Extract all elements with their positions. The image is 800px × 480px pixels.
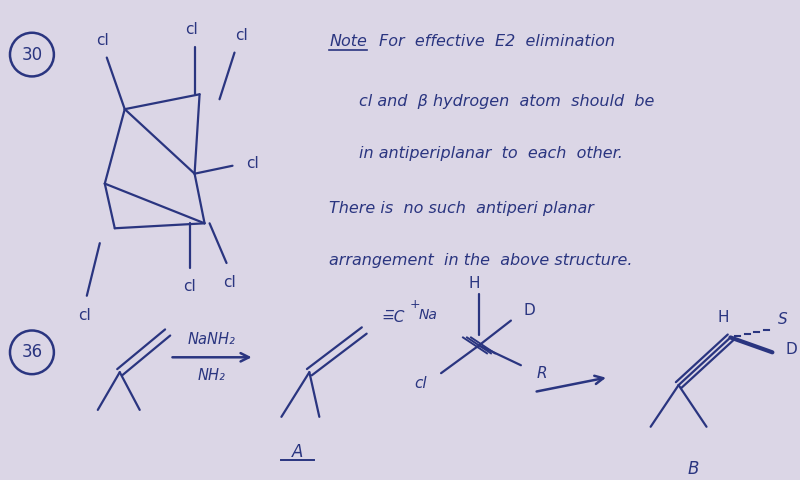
Text: D: D [786,342,797,357]
Text: There is  no such  antiperi planar: There is no such antiperi planar [330,201,594,216]
Text: NH₂: NH₂ [198,368,226,383]
Text: arrangement  in the  above structure.: arrangement in the above structure. [330,252,633,267]
Text: +: + [409,298,420,311]
Text: B: B [688,460,699,479]
Text: 30: 30 [22,46,42,63]
Text: cl: cl [97,33,109,48]
Text: cl: cl [246,156,259,171]
Text: =̅C: =̅C [382,310,405,325]
Text: H: H [468,276,480,291]
Text: cl: cl [183,279,196,294]
Text: cl: cl [186,22,198,37]
Text: cl: cl [223,275,236,290]
Text: Na: Na [419,308,438,322]
Text: For  effective  E2  elimination: For effective E2 elimination [379,34,615,49]
Text: cl: cl [78,308,91,323]
Text: A: A [292,443,303,461]
Text: cl: cl [414,375,427,391]
Text: NaNH₂: NaNH₂ [188,332,235,347]
Text: cl: cl [235,28,248,43]
Text: S: S [778,312,788,327]
Text: in antiperiplanar  to  each  other.: in antiperiplanar to each other. [359,146,623,161]
Text: Note: Note [330,34,367,49]
Text: R: R [537,366,547,381]
Text: D: D [524,303,536,318]
Text: cl and  β hydrogen  atom  should  be: cl and β hydrogen atom should be [359,94,654,109]
Text: H: H [718,310,730,325]
Text: 36: 36 [22,343,42,361]
